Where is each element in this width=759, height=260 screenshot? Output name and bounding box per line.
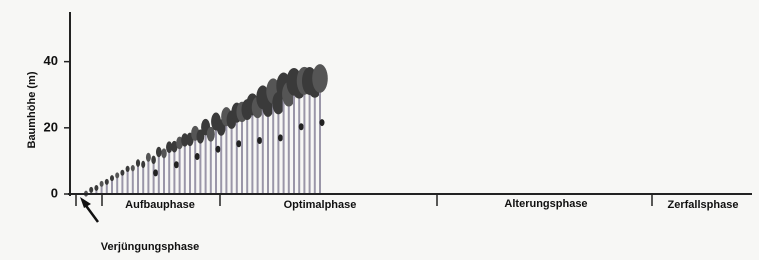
under-crown <box>257 137 262 144</box>
tree-crown <box>151 156 156 164</box>
y-tick-label: 0 <box>51 185 58 200</box>
under-crown <box>320 119 325 126</box>
tree-crown <box>131 165 135 171</box>
y-axis-label: Baumhöhe (m) <box>26 71 38 148</box>
tree-crown <box>126 166 130 172</box>
tree-crown <box>105 179 109 185</box>
under-crown <box>216 146 221 153</box>
annotation: Verjüngungsphase <box>101 241 199 253</box>
tree-crown <box>100 181 104 187</box>
tree-crown <box>89 187 93 193</box>
under-crown <box>278 134 283 141</box>
tree-crown <box>115 172 119 178</box>
tree-crown <box>146 153 151 162</box>
phase-label: Aufbauphase <box>125 199 195 211</box>
phase-label: Zerfallsphase <box>668 199 739 211</box>
under-crown <box>195 153 200 160</box>
diagram: Baumhöhe (m) Aufbauphase Optimalphase Al… <box>0 0 759 260</box>
under-crown <box>174 161 179 168</box>
phase-label: Optimalphase <box>284 199 357 211</box>
under-crown <box>299 123 304 130</box>
tree-crown <box>94 185 98 191</box>
tree-crown <box>141 161 145 168</box>
y-tick-label: 20 <box>44 119 58 134</box>
tree-crown <box>161 148 166 158</box>
phase-label: Alterungsphase <box>504 198 587 210</box>
tree-crown <box>136 159 140 167</box>
tree-crown <box>110 175 114 181</box>
tree-crown <box>156 147 162 157</box>
tree-crown <box>312 64 328 93</box>
under-crown <box>236 140 241 147</box>
tree-crown <box>120 170 124 176</box>
y-tick-label: 40 <box>44 53 58 68</box>
under-crown <box>153 169 158 176</box>
background <box>0 0 759 260</box>
